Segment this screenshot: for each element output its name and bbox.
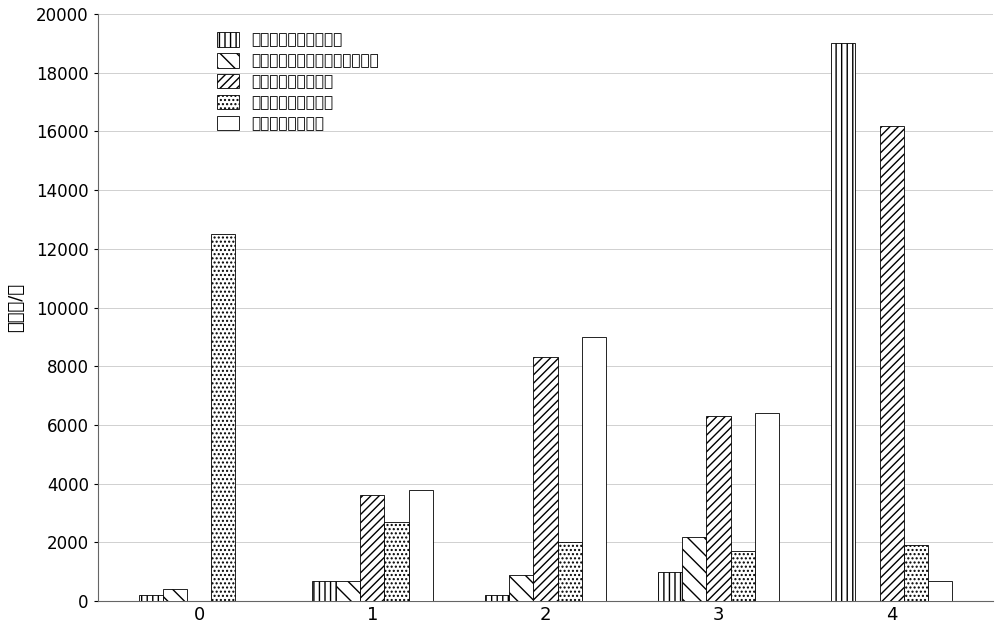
Bar (533, 358, 558, 601)
Bar (928, 581, 952, 601)
Bar (904, 545, 928, 601)
Bar (706, 416, 731, 601)
Bar (880, 126, 904, 601)
Bar (336, 581, 360, 601)
Bar (312, 581, 336, 601)
Bar (509, 575, 533, 601)
Bar (731, 551, 755, 601)
Bar (558, 543, 582, 601)
Bar (211, 234, 235, 601)
Bar (163, 589, 187, 601)
Bar (409, 490, 433, 601)
Bar (582, 337, 606, 601)
Legend: 理论最优功率分配方式, 基于路径损耗部分补偿分配方式, 等功率发射分配方式, 等功率接受分配方式, 随机功率分配方式: 理论最优功率分配方式, 基于路径损耗部分补偿分配方式, 等功率发射分配方式, 等… (213, 28, 383, 136)
Bar (384, 522, 409, 601)
Bar (831, 44, 855, 601)
Y-axis label: 样本数/个: 样本数/个 (7, 283, 25, 332)
Bar (360, 495, 384, 601)
Bar (658, 572, 682, 601)
Bar (139, 595, 163, 601)
Bar (682, 536, 706, 601)
Bar (485, 595, 509, 601)
Bar (755, 413, 779, 601)
